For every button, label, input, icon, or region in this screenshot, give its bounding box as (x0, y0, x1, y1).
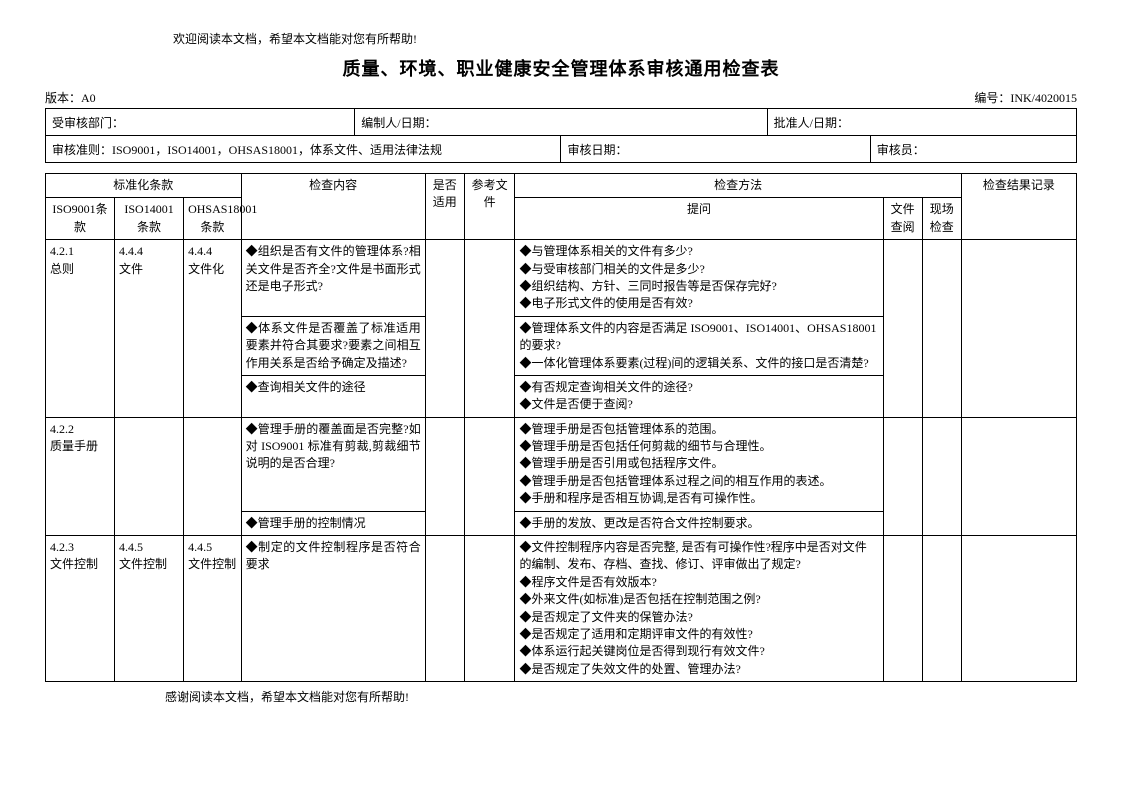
question-cell: ◆管理体系文件的内容是否满足 ISO9001、ISO14001、OHSAS180… (515, 316, 883, 375)
applicable-cell (425, 417, 464, 535)
ref-cell (464, 417, 515, 535)
auditor-cell: 审核员： (870, 136, 1076, 163)
onsite-cell (922, 417, 961, 535)
clause-ohsas (184, 417, 242, 535)
main-table: 标准化条款 检查内容 是否适用 参考文件 检查方法 检查结果记录 ISO9001… (45, 173, 1077, 682)
th-check-content: 检查内容 (241, 174, 425, 240)
question-cell: ◆管理手册是否包括管理体系的范围。◆管理手册是否包括任何剪裁的细节与合理性。◆管… (515, 417, 883, 511)
th-ohsas: OHSAS18001条款 (184, 198, 242, 240)
th-check-method: 检查方法 (515, 174, 961, 198)
th-std-clauses: 标准化条款 (46, 174, 242, 198)
clause-iso14001 (115, 417, 184, 535)
applicable-cell (425, 240, 464, 418)
th-iso14001: ISO14001条款 (115, 198, 184, 240)
dept-cell: 受审核部门： (46, 109, 355, 136)
th-onsite: 现场检查 (922, 198, 961, 240)
check-content-cell: ◆管理手册的控制情况 (241, 511, 425, 535)
onsite-cell (922, 240, 961, 418)
check-content-cell: ◆制定的文件控制程序是否符合要求 (241, 536, 425, 682)
number-label: 编号：INK/4020015 (974, 89, 1077, 106)
check-content-cell: ◆组织是否有文件的管理体系?相关文件是否齐全?文件是书面形式还是电子形式? (241, 240, 425, 317)
onsite-cell (922, 536, 961, 682)
check-content-cell: ◆体系文件是否覆盖了标准适用要素并符合其要求?要素之间相互作用关系是否给予确定及… (241, 316, 425, 375)
ref-cell (464, 536, 515, 682)
th-result: 检查结果记录 (961, 174, 1076, 240)
greeting-text: 欢迎阅读本文档，希望本文档能对您有所帮助! (173, 30, 1077, 47)
header-table: 受审核部门：编制人/日期：批准人/日期： 审核准则：ISO9001，ISO1400… (45, 108, 1077, 163)
clause-iso9001: 4.2.3文件控制 (46, 536, 115, 682)
question-cell: ◆与管理体系相关的文件有多少?◆与受审核部门相关的文件是多少?◆组织结构、方针、… (515, 240, 883, 317)
page: 欢迎阅读本文档，希望本文档能对您有所帮助! 质量、环境、职业健康安全管理体系审核… (0, 0, 1122, 793)
version-label: 版本：A0 (45, 89, 96, 106)
question-cell: ◆手册的发放、更改是否符合文件控制要求。 (515, 511, 883, 535)
clause-ohsas: 4.4.4文件化 (184, 240, 242, 418)
meta-row: 版本：A0 编号：INK/4020015 (45, 89, 1077, 106)
check-content-cell: ◆管理手册的覆盖面是否完整?如对 ISO9001 标准有剪裁,剪裁细节说明的是否… (241, 417, 425, 511)
criteria-cell: 审核准则：ISO9001，ISO14001，OHSAS18001，体系文件、适用… (46, 136, 561, 163)
audit-date-cell: 审核日期： (561, 136, 870, 163)
th-applicable: 是否适用 (425, 174, 464, 240)
clause-ohsas: 4.4.5文件控制 (184, 536, 242, 682)
docrev-cell (883, 417, 922, 535)
clause-iso9001: 4.2.1总则 (46, 240, 115, 418)
ref-cell (464, 240, 515, 418)
result-cell (961, 536, 1076, 682)
result-cell (961, 417, 1076, 535)
approver-cell: 批准人/日期： (767, 109, 1076, 136)
docrev-cell (883, 240, 922, 418)
question-cell: ◆文件控制程序内容是否完整, 是否有可操作性?程序中是否对文件的编制、发布、存档… (515, 536, 883, 682)
thanks-text: 感谢阅读本文档，希望本文档能对您有所帮助! (165, 688, 1077, 705)
th-ref-doc: 参考文件 (464, 174, 515, 240)
docrev-cell (883, 536, 922, 682)
result-cell (961, 240, 1076, 418)
page-title: 质量、环境、职业健康安全管理体系审核通用检查表 (45, 55, 1077, 81)
th-doc-review: 文件查阅 (883, 198, 922, 240)
th-question: 提问 (515, 198, 883, 240)
clause-iso14001: 4.4.4文件 (115, 240, 184, 418)
clause-iso9001: 4.2.2质量手册 (46, 417, 115, 535)
check-content-cell: ◆查询相关文件的途径 (241, 375, 425, 417)
th-iso9001: ISO9001条款 (46, 198, 115, 240)
clause-iso14001: 4.4.5文件控制 (115, 536, 184, 682)
compiler-cell: 编制人/日期： (355, 109, 767, 136)
question-cell: ◆有否规定查询相关文件的途径?◆文件是否便于查阅? (515, 375, 883, 417)
applicable-cell (425, 536, 464, 682)
